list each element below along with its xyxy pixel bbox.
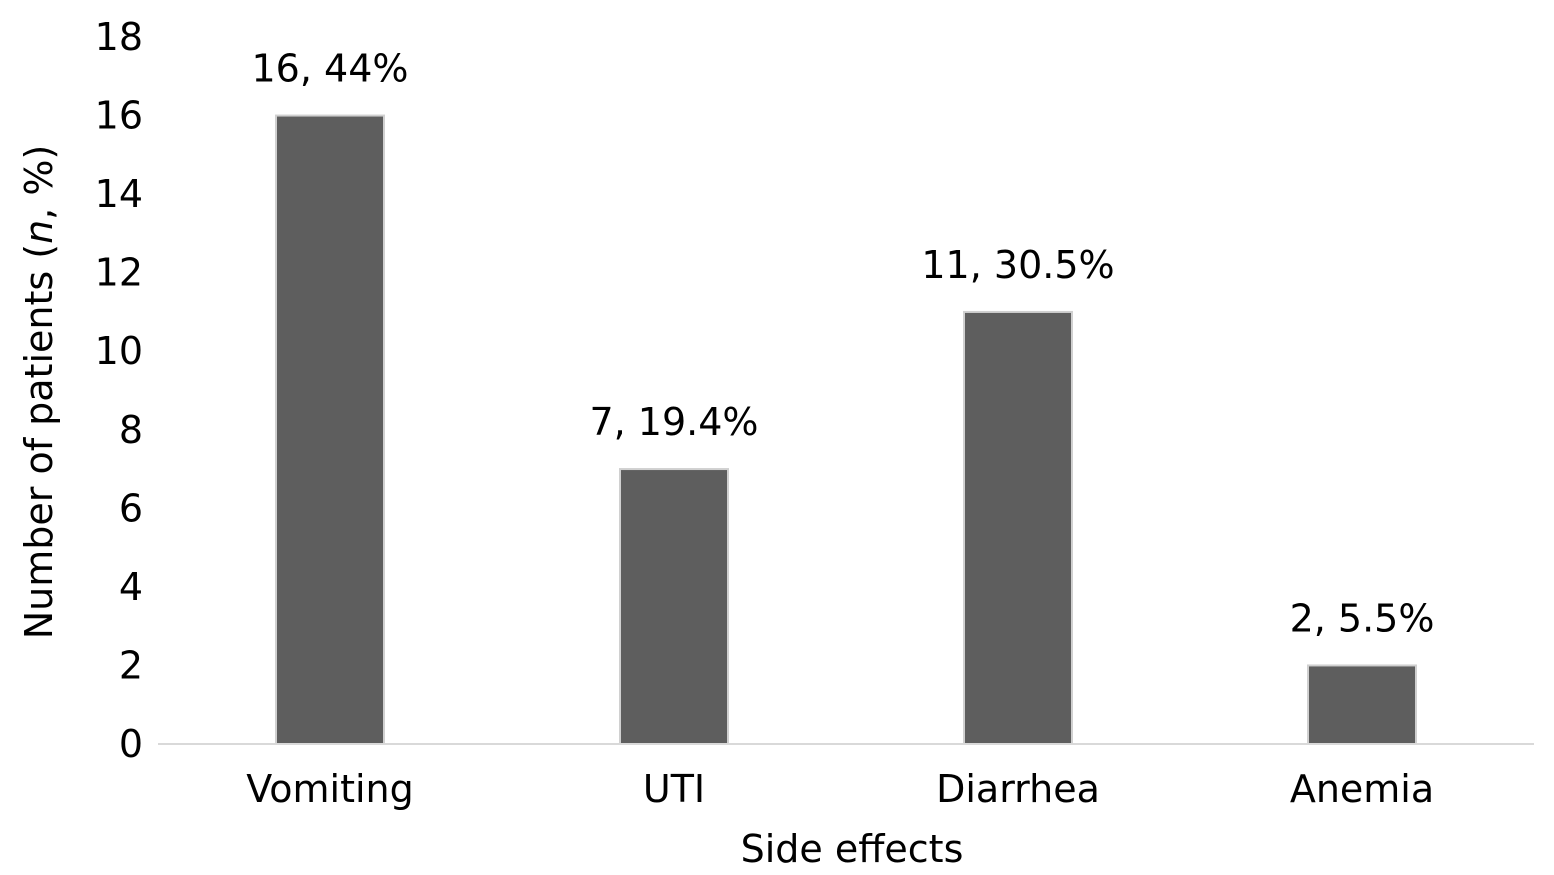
y-axis-title-part-italic: n: [17, 220, 61, 244]
y-tick-label: 10: [95, 329, 143, 373]
y-axis-ticks: 0 2 4 6 8 10 12 14 16 18: [95, 15, 143, 766]
y-tick-label: 4: [119, 565, 143, 609]
bar-data-label: 16, 44%: [252, 47, 409, 91]
y-tick-label: 2: [119, 643, 143, 687]
bar-data-label: 7, 19.4%: [589, 400, 758, 444]
y-tick-label: 18: [95, 15, 143, 59]
bar-anemia: [1307, 664, 1417, 746]
bar-data-label: 2, 5.5%: [1290, 596, 1435, 640]
y-tick-label: 0: [119, 722, 143, 766]
y-tick-label: 8: [119, 408, 143, 452]
x-axis-category-labels: Vomiting UTI Diarrhea Anemia: [246, 767, 1434, 811]
y-axis-title-part-2: , %): [17, 145, 61, 220]
y-tick-label: 6: [119, 486, 143, 530]
y-tick-label: 12: [95, 251, 143, 295]
x-category-label: Anemia: [1290, 767, 1434, 811]
bar-uti: [619, 468, 729, 745]
y-tick-label: 16: [95, 94, 143, 138]
bar-vomiting: [275, 114, 385, 746]
bar-data-label: 11, 30.5%: [921, 243, 1114, 287]
x-axis-title: Side effects: [741, 827, 964, 871]
x-category-label: UTI: [643, 767, 705, 811]
y-axis-title: Number of patients (n, %): [17, 145, 61, 640]
y-axis-title-part-1: Number of patients (: [17, 244, 61, 639]
y-tick-label: 14: [95, 172, 143, 216]
bars: [275, 114, 1417, 746]
bar-diarrhea: [963, 310, 1073, 745]
x-category-label: Diarrhea: [936, 767, 1100, 811]
x-category-label: Vomiting: [246, 767, 414, 811]
data-labels: 16, 44% 7, 19.4% 11, 30.5% 2, 5.5%: [252, 47, 1435, 641]
